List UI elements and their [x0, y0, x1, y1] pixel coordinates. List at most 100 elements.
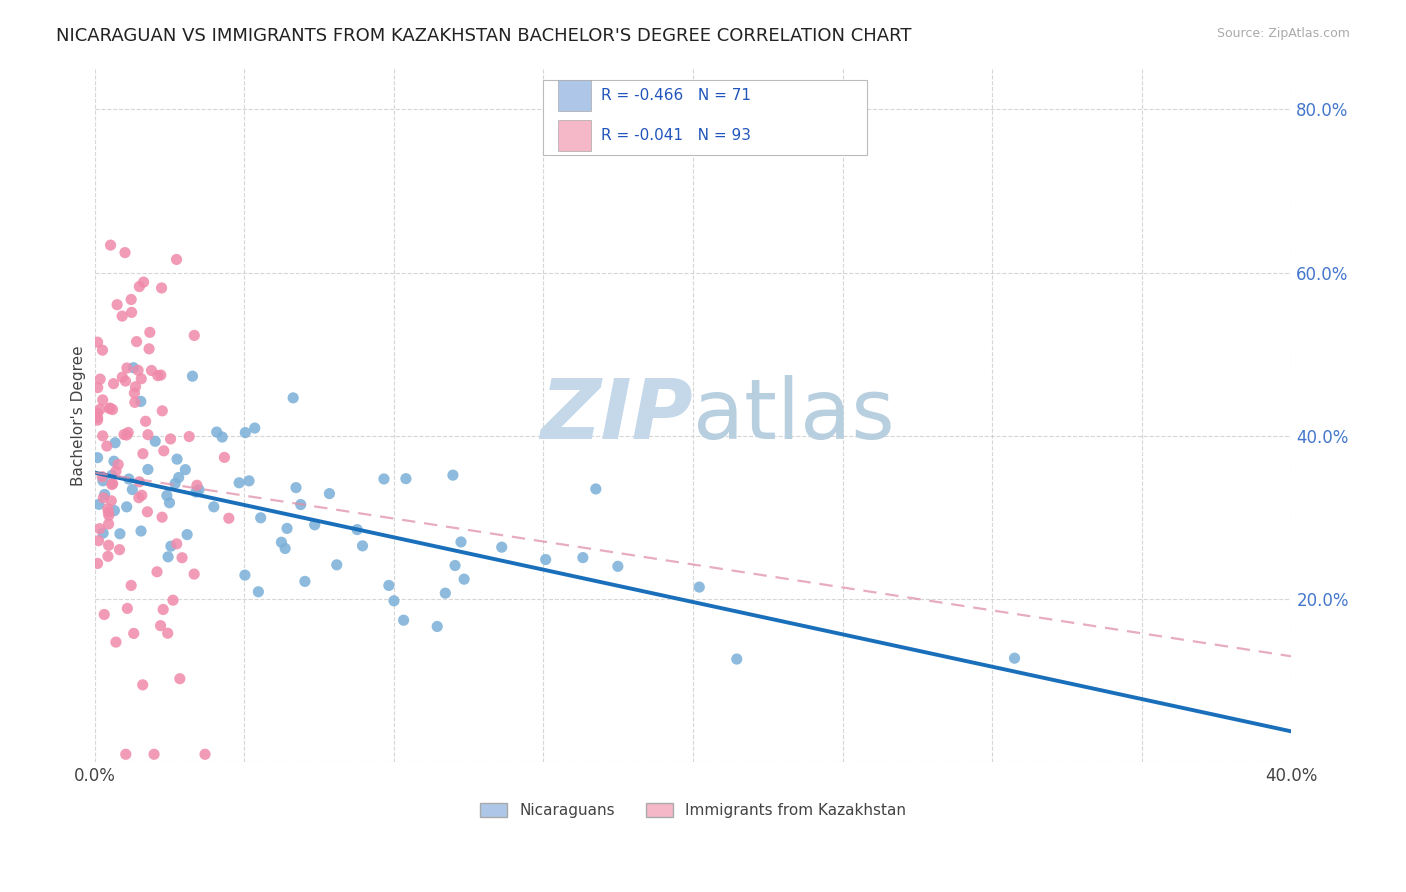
Point: [290, 498, 312, 512]
Bar: [558, 80, 592, 112]
Text: R = -0.041   N = 93: R = -0.041 N = 93: [600, 128, 751, 144]
Point: [139, 326, 162, 340]
Point: [114, 374, 136, 388]
Point: [91, 429, 114, 443]
Point: [87, 497, 110, 511]
Point: [129, 372, 152, 386]
Point: [179, 429, 201, 443]
Point: [100, 238, 122, 252]
Point: [91, 469, 114, 483]
Point: [132, 678, 155, 692]
Point: [89, 372, 111, 386]
Point: [120, 578, 142, 592]
Point: [114, 747, 136, 762]
Point: [108, 542, 131, 557]
Point: [115, 428, 138, 442]
Point: [152, 602, 174, 616]
Point: [101, 477, 124, 491]
Point: [128, 279, 150, 293]
Point: [104, 635, 127, 649]
Point: [392, 613, 415, 627]
Point: [122, 626, 145, 640]
Point: [1004, 651, 1026, 665]
Point: [128, 491, 150, 505]
Point: [97, 516, 120, 531]
Point: [141, 363, 163, 377]
Point: [167, 470, 190, 484]
Text: NICARAGUAN VS IMMIGRANTS FROM KAZAKHSTAN BACHELOR'S DEGREE CORRELATION CHART: NICARAGUAN VS IMMIGRANTS FROM KAZAKHSTAN…: [56, 27, 911, 45]
Point: [434, 586, 457, 600]
Point: [156, 489, 179, 503]
Point: [166, 452, 188, 467]
Point: [233, 425, 256, 440]
Point: [318, 486, 340, 500]
Point: [453, 572, 475, 586]
Point: [194, 747, 217, 762]
Point: [97, 501, 120, 516]
Point: [294, 574, 316, 589]
Point: [98, 401, 121, 416]
Point: [118, 472, 141, 486]
Point: [150, 510, 173, 524]
Point: [395, 472, 418, 486]
Point: [135, 414, 157, 428]
Point: [105, 298, 128, 312]
Point: [249, 510, 271, 524]
Y-axis label: Bachelor's Degree: Bachelor's Degree: [72, 345, 86, 486]
Point: [169, 672, 191, 686]
Bar: [558, 120, 592, 152]
Point: [107, 458, 129, 472]
Point: [491, 540, 513, 554]
Point: [326, 558, 349, 572]
Point: [304, 517, 326, 532]
Point: [214, 450, 236, 465]
Point: [91, 526, 114, 541]
Point: [285, 481, 308, 495]
Point: [176, 527, 198, 541]
Point: [93, 487, 115, 501]
Point: [146, 565, 169, 579]
Point: [160, 539, 183, 553]
Point: [124, 380, 146, 394]
Point: [86, 381, 108, 395]
Point: [725, 652, 748, 666]
Text: R = -0.466   N = 71: R = -0.466 N = 71: [600, 88, 751, 103]
Point: [122, 360, 145, 375]
Point: [184, 485, 207, 500]
Point: [534, 552, 557, 566]
Point: [444, 558, 467, 573]
Point: [87, 533, 110, 548]
Point: [152, 443, 174, 458]
Text: atlas: atlas: [693, 375, 894, 456]
Point: [143, 747, 166, 762]
Point: [111, 370, 134, 384]
Point: [378, 578, 401, 592]
Point: [188, 483, 211, 497]
Point: [166, 252, 188, 267]
Point: [441, 468, 464, 483]
Point: [129, 524, 152, 538]
Point: [238, 474, 260, 488]
Point: [129, 394, 152, 409]
Point: [233, 568, 256, 582]
Point: [138, 342, 160, 356]
Point: [120, 293, 142, 307]
Point: [101, 402, 124, 417]
Point: [97, 505, 120, 519]
Point: [93, 491, 115, 505]
Point: [108, 526, 131, 541]
Point: [86, 450, 108, 465]
Point: [117, 601, 139, 615]
Point: [86, 410, 108, 425]
Point: [143, 434, 166, 449]
Point: [136, 427, 159, 442]
Point: [96, 439, 118, 453]
Point: [346, 523, 368, 537]
Point: [104, 435, 127, 450]
Legend: Nicaraguans, Immigrants from Kazakhstan: Nicaraguans, Immigrants from Kazakhstan: [474, 797, 912, 824]
Point: [115, 361, 138, 376]
Point: [97, 538, 120, 552]
Point: [136, 505, 159, 519]
Point: [585, 482, 607, 496]
Point: [112, 427, 135, 442]
